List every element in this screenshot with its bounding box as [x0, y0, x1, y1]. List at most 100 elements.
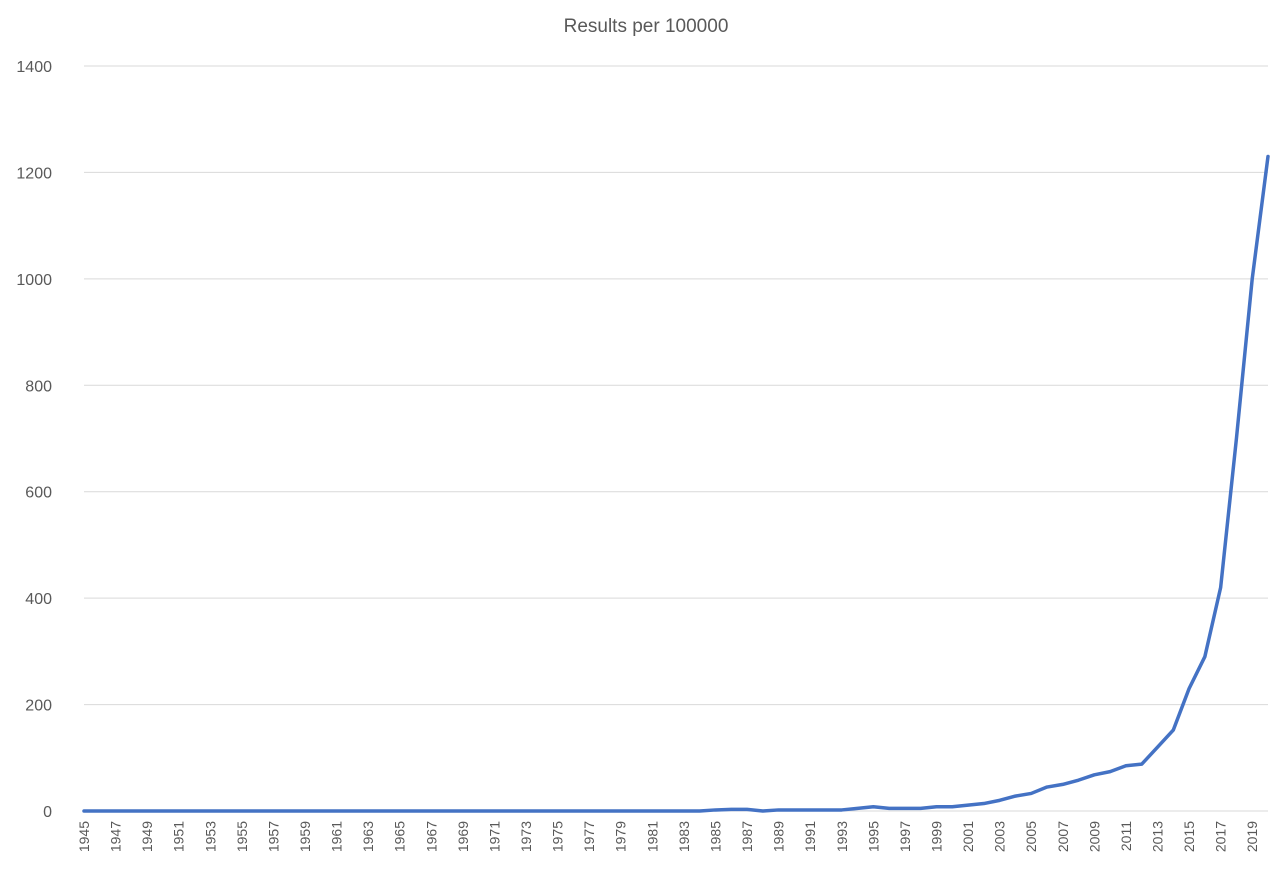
data-point [382, 809, 385, 812]
data-point [777, 808, 780, 811]
data-point [903, 807, 906, 810]
data-point [177, 809, 180, 812]
x-tick-label: 1959 [297, 821, 313, 852]
x-tick-label: 2005 [1023, 821, 1039, 852]
y-axis-ticks: 0 200 400 600 800 1000 1200 1400 [16, 59, 52, 821]
data-point [209, 809, 212, 812]
x-tick-label: 1961 [329, 821, 345, 852]
data-point [1156, 746, 1159, 749]
data-point [493, 809, 496, 812]
x-tick-label: 2019 [1244, 821, 1260, 852]
data-point [1030, 792, 1033, 795]
data-point [319, 809, 322, 812]
x-tick-label: 1945 [76, 821, 92, 852]
data-point [461, 809, 464, 812]
data-point [935, 805, 938, 808]
x-tick-label: 1987 [739, 821, 755, 852]
x-tick-label: 1949 [139, 821, 155, 852]
x-tick-label: 1969 [455, 821, 471, 852]
data-point [240, 809, 243, 812]
x-tick-label: 1971 [486, 821, 502, 852]
data-point [998, 799, 1001, 802]
data-point [761, 809, 764, 812]
x-tick-label: 1985 [707, 821, 723, 852]
y-tick-label: 1000 [16, 272, 52, 289]
x-tick-label: 2015 [1181, 821, 1197, 852]
x-tick-label: 2017 [1213, 821, 1229, 852]
data-point [651, 809, 654, 812]
data-point [1203, 655, 1206, 658]
data-point [445, 809, 448, 812]
data-point [635, 809, 638, 812]
x-tick-label: 1955 [234, 821, 250, 852]
x-tick-label: 1993 [834, 821, 850, 852]
x-tick-label: 1975 [550, 821, 566, 852]
data-point [1093, 773, 1096, 776]
gridlines [84, 65, 1268, 812]
x-tick-label: 1981 [644, 821, 660, 852]
x-tick-label: 2009 [1086, 821, 1102, 852]
data-point [603, 809, 606, 812]
data-point [793, 808, 796, 811]
data-point [856, 807, 859, 810]
data-point [982, 802, 985, 805]
x-tick-label: 1947 [108, 821, 124, 852]
x-tick-label: 2003 [992, 821, 1008, 852]
x-tick-label: 1957 [265, 821, 281, 852]
data-point [272, 809, 275, 812]
x-tick-label: 1967 [423, 821, 439, 852]
data-point [256, 809, 259, 812]
data-point [809, 808, 812, 811]
data-point [98, 809, 101, 812]
data-point [1124, 764, 1127, 767]
data-point [1251, 277, 1254, 280]
data-point [667, 809, 670, 812]
x-tick-label: 1983 [676, 821, 692, 852]
series-points [82, 155, 1269, 813]
data-point [572, 809, 575, 812]
data-point [682, 809, 685, 812]
x-tick-label: 1991 [802, 821, 818, 852]
data-point [1219, 586, 1222, 589]
x-tick-label: 1989 [771, 821, 787, 852]
data-point [1266, 155, 1269, 158]
data-point [824, 808, 827, 811]
data-point [1187, 687, 1190, 690]
data-point [1014, 795, 1017, 798]
x-tick-label: 1953 [202, 821, 218, 852]
x-tick-label: 1965 [392, 821, 408, 852]
chart-title: Results per 100000 [564, 16, 729, 37]
y-tick-label: 1400 [16, 59, 52, 76]
data-point [288, 809, 291, 812]
data-point [224, 809, 227, 812]
data-point [840, 808, 843, 811]
x-tick-label: 1995 [865, 821, 881, 852]
data-point [82, 809, 85, 812]
x-tick-label: 2007 [1055, 821, 1071, 852]
data-point [745, 808, 748, 811]
series-line [82, 154, 1270, 813]
x-tick-label: 1999 [928, 821, 944, 852]
data-point [730, 808, 733, 811]
y-tick-label: 1200 [16, 165, 52, 182]
data-point [509, 809, 512, 812]
data-point [714, 808, 717, 811]
series-layer [82, 154, 1270, 813]
data-point [161, 809, 164, 812]
data-point [1077, 779, 1080, 782]
data-point [888, 807, 891, 810]
y-tick-label: 800 [25, 378, 52, 395]
x-tick-label: 1963 [360, 821, 376, 852]
data-point [919, 807, 922, 810]
data-point [367, 809, 370, 812]
data-point [430, 809, 433, 812]
data-point [398, 809, 401, 812]
data-point [303, 809, 306, 812]
data-point [414, 809, 417, 812]
data-point [1235, 437, 1238, 440]
x-tick-label: 2011 [1118, 821, 1134, 851]
data-point [1140, 763, 1143, 766]
data-point [1172, 729, 1175, 732]
x-tick-label: 2001 [960, 821, 976, 852]
